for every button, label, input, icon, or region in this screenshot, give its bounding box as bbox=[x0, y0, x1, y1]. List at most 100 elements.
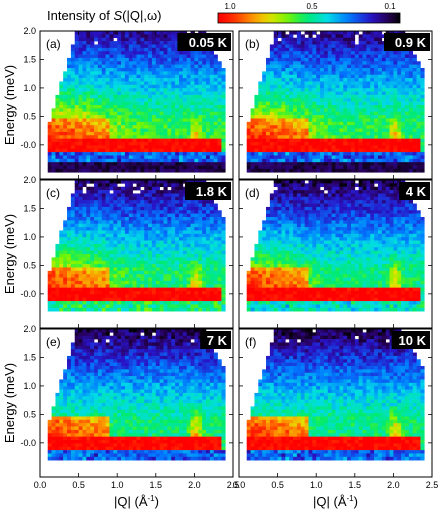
heatmap-cell bbox=[335, 57, 340, 62]
heatmap-cell bbox=[74, 71, 79, 76]
heatmap-cell bbox=[132, 186, 137, 191]
heatmap-cell bbox=[148, 74, 153, 79]
heatmap-cell bbox=[393, 57, 398, 62]
heatmap-cell bbox=[213, 78, 218, 82]
heatmap-cell bbox=[347, 162, 352, 166]
heatmap-cell bbox=[293, 57, 298, 62]
heatmap-cell bbox=[63, 168, 68, 173]
heatmap-cell bbox=[151, 74, 157, 79]
heatmap-cell bbox=[67, 57, 72, 62]
heatmap-cell bbox=[90, 274, 95, 278]
heatmap-cell bbox=[128, 81, 133, 86]
heatmap-cell bbox=[308, 108, 313, 113]
heatmap-cell bbox=[136, 105, 141, 109]
heatmap-cell bbox=[136, 254, 141, 258]
heatmap-cell bbox=[144, 155, 149, 160]
heatmap-cell bbox=[205, 155, 211, 160]
heatmap-cell bbox=[335, 88, 340, 92]
heatmap-cell bbox=[163, 91, 168, 96]
heatmap-cell bbox=[144, 41, 149, 45]
heatmap-cell bbox=[186, 142, 191, 146]
heatmap-cell bbox=[266, 64, 271, 69]
heatmap-cell bbox=[67, 74, 72, 79]
heatmap-cell bbox=[55, 131, 60, 136]
heatmap-cell bbox=[97, 31, 103, 35]
heatmap-cell bbox=[194, 264, 199, 268]
heatmap-cell bbox=[250, 115, 255, 119]
heatmap-cell bbox=[67, 168, 72, 173]
heatmap-cell bbox=[163, 148, 168, 153]
heatmap-cell bbox=[289, 84, 294, 89]
heatmap-cell bbox=[159, 47, 164, 52]
heatmap-cell bbox=[175, 206, 180, 211]
heatmap-cell bbox=[285, 121, 290, 126]
heatmap-cell bbox=[109, 217, 114, 221]
heatmap-cell bbox=[94, 54, 99, 59]
heatmap-cell bbox=[350, 54, 356, 59]
heatmap-cell bbox=[175, 220, 180, 225]
heatmap-cell bbox=[97, 180, 103, 184]
heatmap-cell bbox=[90, 64, 95, 69]
heatmap-cell bbox=[202, 111, 207, 116]
heatmap-cell bbox=[128, 287, 133, 292]
heatmap-cell bbox=[358, 135, 363, 139]
heatmap-cell bbox=[213, 168, 218, 173]
heatmap-cell bbox=[404, 162, 410, 166]
heatmap-cell bbox=[389, 57, 394, 62]
heatmap-cell bbox=[202, 98, 207, 102]
heatmap-cell bbox=[151, 57, 157, 62]
heatmap-cell bbox=[140, 223, 145, 228]
heatmap-cell bbox=[190, 84, 195, 89]
heatmap-cell bbox=[163, 115, 168, 119]
heatmap-cell bbox=[97, 44, 103, 49]
heatmap-cell bbox=[293, 84, 298, 89]
heatmap-cell bbox=[132, 111, 137, 116]
heatmap-cell bbox=[320, 74, 325, 79]
heatmap-cell bbox=[401, 94, 406, 99]
heatmap-cell bbox=[70, 230, 76, 235]
heatmap-cell bbox=[167, 91, 172, 96]
heatmap-cell bbox=[416, 152, 421, 156]
heatmap-cell bbox=[132, 115, 137, 119]
heatmap-cell bbox=[347, 37, 352, 42]
heatmap-cell bbox=[159, 142, 164, 146]
heatmap-cell bbox=[94, 44, 99, 49]
heatmap-cell bbox=[171, 91, 176, 96]
heatmap-cell bbox=[412, 111, 417, 116]
heatmap-cell bbox=[140, 135, 145, 139]
heatmap-cell bbox=[78, 247, 83, 251]
heatmap-cell bbox=[47, 135, 52, 139]
heatmap-cell bbox=[144, 78, 149, 82]
heatmap-cell bbox=[221, 138, 226, 143]
heatmap-cell bbox=[171, 247, 176, 251]
heatmap-cell bbox=[331, 115, 336, 119]
heatmap-cell bbox=[178, 230, 184, 235]
heatmap-cell bbox=[167, 88, 172, 92]
heatmap-cell bbox=[78, 138, 83, 143]
heatmap-cell bbox=[124, 51, 130, 55]
heatmap-cell bbox=[350, 148, 356, 153]
heatmap-cell bbox=[136, 217, 141, 221]
heatmap-cell bbox=[308, 115, 313, 119]
heatmap-cell bbox=[221, 148, 226, 153]
heatmap-cell bbox=[412, 128, 417, 133]
heatmap-cell bbox=[393, 54, 398, 59]
heatmap-cell bbox=[273, 148, 278, 153]
heatmap-cell bbox=[55, 168, 60, 173]
heatmap-cell bbox=[213, 91, 218, 96]
heatmap-cell bbox=[194, 91, 199, 96]
heatmap-cell bbox=[97, 280, 103, 285]
heatmap-cell bbox=[377, 105, 383, 109]
heatmap-cell bbox=[194, 240, 199, 245]
heatmap-cell bbox=[198, 51, 203, 55]
heatmap-cell bbox=[90, 71, 95, 76]
heatmap-cell bbox=[217, 64, 222, 69]
heatmap-cell bbox=[401, 101, 406, 106]
heatmap-cell bbox=[213, 210, 218, 214]
heatmap-cell bbox=[385, 108, 390, 113]
heatmap-cell bbox=[205, 81, 211, 86]
heatmap-cell bbox=[362, 61, 367, 65]
heatmap-cell bbox=[155, 111, 160, 116]
heatmap-cell bbox=[213, 155, 218, 160]
heatmap-cell bbox=[320, 155, 325, 160]
